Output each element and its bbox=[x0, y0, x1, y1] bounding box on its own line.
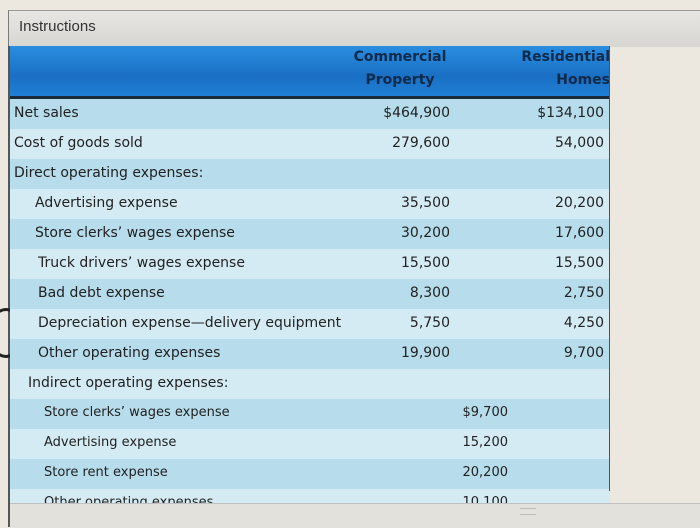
header-commercial-line1: Commercial bbox=[353, 49, 447, 65]
residential-value: 20,200 bbox=[555, 195, 604, 211]
header-residential-line1: Residential bbox=[521, 49, 610, 65]
residential-value: 2,750 bbox=[563, 285, 604, 301]
row-label: Bad debt expense bbox=[38, 285, 165, 301]
commercial-value: 19,900 bbox=[401, 345, 450, 361]
commercial-value: 279,600 bbox=[392, 135, 450, 151]
expense-table: Commercial Property Residential Homes Ne… bbox=[10, 46, 610, 519]
commercial-value: $464,900 bbox=[383, 105, 450, 121]
residential-value: 54,000 bbox=[555, 135, 604, 151]
section-label: Indirect operating expenses: bbox=[28, 375, 229, 391]
table-row: Other operating expenses 19,900 9,700 bbox=[10, 339, 610, 369]
section-label: Direct operating expenses: bbox=[14, 165, 204, 181]
residential-value: 15,500 bbox=[555, 255, 604, 271]
commercial-value: 30,200 bbox=[401, 225, 450, 241]
instructions-panel: Commercial Property Residential Homes Ne… bbox=[0, 46, 700, 528]
indirect-value: $9,700 bbox=[462, 405, 509, 420]
commercial-value: 8,300 bbox=[409, 285, 450, 301]
table-row: Bad debt expense 8,300 2,750 bbox=[10, 279, 610, 309]
resize-grip-icon[interactable] bbox=[520, 508, 536, 515]
table-row: Net sales $464,900 $134,100 bbox=[10, 99, 610, 129]
row-label: Advertising expense bbox=[35, 195, 178, 211]
resize-bar[interactable] bbox=[10, 503, 700, 528]
table-row: Advertising expense 35,500 20,200 bbox=[10, 189, 610, 219]
table-row: Store clerks’ wages expense $9,700 bbox=[10, 399, 610, 429]
dialog-title: Instructions bbox=[19, 18, 96, 35]
row-label: Cost of goods sold bbox=[14, 135, 143, 151]
residential-value: 17,600 bbox=[555, 225, 604, 241]
row-label: Depreciation expense—delivery equipment bbox=[38, 315, 342, 331]
table-row: Advertising expense 15,200 bbox=[10, 429, 610, 459]
table-row: Indirect operating expenses: bbox=[10, 369, 610, 399]
row-label: Truck drivers’ wages expense bbox=[38, 255, 245, 271]
header-commercial-property: Commercial Property bbox=[340, 46, 460, 96]
header-residential-line2: Homes bbox=[556, 72, 610, 88]
header-commercial-line2: Property bbox=[365, 72, 435, 88]
residential-value: 9,700 bbox=[563, 345, 604, 361]
table-row: Store clerks’ wages expense 30,200 17,60… bbox=[10, 219, 610, 249]
indirect-value: 15,200 bbox=[462, 435, 509, 450]
residential-value: 4,250 bbox=[563, 315, 604, 331]
residential-value: $134,100 bbox=[537, 105, 604, 121]
table-row: Depreciation expense—delivery equipment … bbox=[10, 309, 610, 339]
row-label: Store rent expense bbox=[44, 465, 168, 480]
table-row: Truck drivers’ wages expense 15,500 15,5… bbox=[10, 249, 610, 279]
table-row: Cost of goods sold 279,600 54,000 bbox=[10, 129, 610, 159]
row-label: Store clerks’ wages expense bbox=[44, 405, 230, 420]
row-label: Store clerks’ wages expense bbox=[35, 225, 235, 241]
row-label: Net sales bbox=[14, 105, 79, 121]
dialog-title-bar: Instructions bbox=[8, 10, 700, 47]
commercial-value: 5,750 bbox=[409, 315, 450, 331]
table-row: Direct operating expenses: bbox=[10, 159, 610, 189]
indirect-value: 20,200 bbox=[462, 465, 509, 480]
table-right-border bbox=[609, 46, 610, 491]
commercial-value: 35,500 bbox=[401, 195, 450, 211]
table-row: Store rent expense 20,200 bbox=[10, 459, 610, 489]
commercial-value: 15,500 bbox=[401, 255, 450, 271]
header-residential-homes: Residential Homes bbox=[500, 46, 610, 96]
table-header: Commercial Property Residential Homes bbox=[10, 46, 610, 99]
row-label: Advertising expense bbox=[44, 435, 177, 450]
row-label: Other operating expenses bbox=[38, 345, 221, 361]
